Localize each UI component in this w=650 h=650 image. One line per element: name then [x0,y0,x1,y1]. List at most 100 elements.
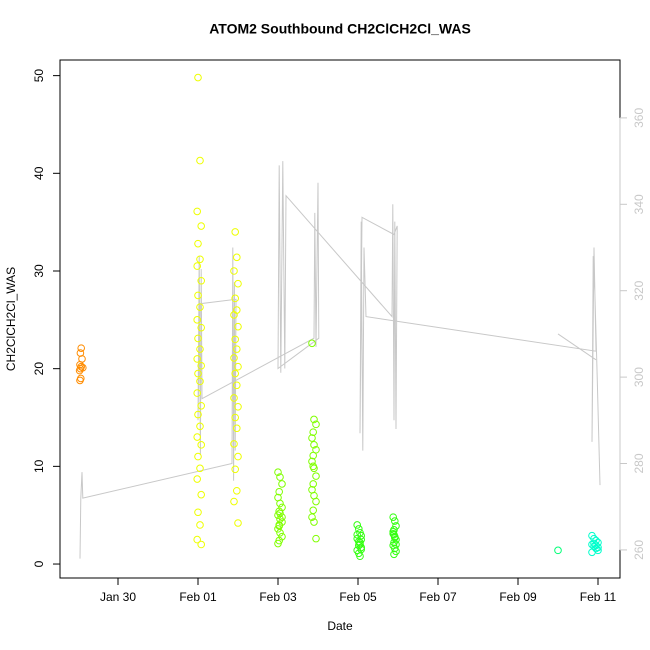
point [196,345,204,353]
point [193,316,201,324]
point [308,434,316,442]
point [231,369,239,378]
point [79,363,87,372]
point [234,402,242,411]
point [230,440,238,448]
point [196,377,204,386]
point [275,487,284,496]
point [308,339,316,348]
point [390,530,398,539]
point [309,462,318,471]
y2-tick-label: 360 [632,108,646,128]
point [312,420,320,429]
point [231,465,239,474]
point [77,344,85,352]
point [310,415,318,424]
point [77,374,85,383]
point [274,539,282,548]
point [390,550,398,559]
point [276,509,284,518]
point [230,394,238,402]
x-tick-label: Feb 01 [179,590,217,604]
x-tick-label: Jan 30 [100,590,136,604]
point [233,345,241,353]
point [193,535,201,544]
point [392,540,400,549]
point [196,521,204,529]
point [194,291,202,300]
x-axis-label: Date [327,619,353,633]
point [309,506,318,515]
point [312,534,320,543]
point [588,548,596,557]
point [197,276,205,285]
point [234,279,242,288]
point [197,323,205,332]
point [194,369,202,378]
y2-tick-label: 260 [632,540,646,560]
point [230,354,238,362]
point [309,428,318,436]
point [234,452,242,461]
y2-tick-label: 300 [632,367,646,387]
point [230,267,238,275]
point [276,499,284,508]
point [194,508,202,517]
point [353,530,362,539]
point [594,543,602,552]
x-tick-label: Feb 05 [339,590,377,604]
point [197,441,205,449]
point [233,381,241,390]
y2-tick-label: 320 [632,280,646,300]
point [196,156,204,165]
point [357,545,366,554]
point [197,361,205,370]
y-tick-label: 0 [32,560,46,567]
point [390,538,398,547]
point [233,486,241,495]
y-tick-label: 10 [32,459,46,473]
point [309,480,318,488]
x-tick-label: Feb 03 [259,590,297,604]
point [193,262,201,270]
point [274,468,282,477]
y-tick-label: 50 [32,69,46,83]
point [193,433,201,441]
x-tick-label: Feb 07 [419,590,457,604]
point [389,513,398,521]
point [197,490,205,499]
plot-frame [59,59,621,579]
point [196,303,204,311]
point [308,513,316,521]
point [233,253,241,262]
point [278,480,286,488]
point [193,389,201,397]
point [196,422,204,431]
point [194,239,202,248]
y2-tick-label: 280 [632,453,646,473]
line-series [79,161,601,559]
point [353,521,362,529]
point [274,511,282,519]
point [231,294,239,303]
point [309,451,318,460]
point [193,475,201,483]
point [197,222,205,230]
point [194,334,202,343]
point [308,457,316,466]
point [231,413,239,422]
point [276,528,284,537]
y-tick-label: 20 [32,362,46,376]
point [197,540,205,549]
point [312,497,320,506]
chart-title: ATOM2 Southbound CH2ClCH2Cl_WAS [209,21,471,37]
point [194,73,202,82]
y-axis-label: CH2ClCH2Cl_WAS [4,267,18,371]
point [231,335,239,344]
y-tick-label: 40 [32,166,46,180]
point [76,349,85,357]
point [234,519,242,527]
point [278,513,286,521]
point [230,311,238,319]
point [193,355,201,363]
